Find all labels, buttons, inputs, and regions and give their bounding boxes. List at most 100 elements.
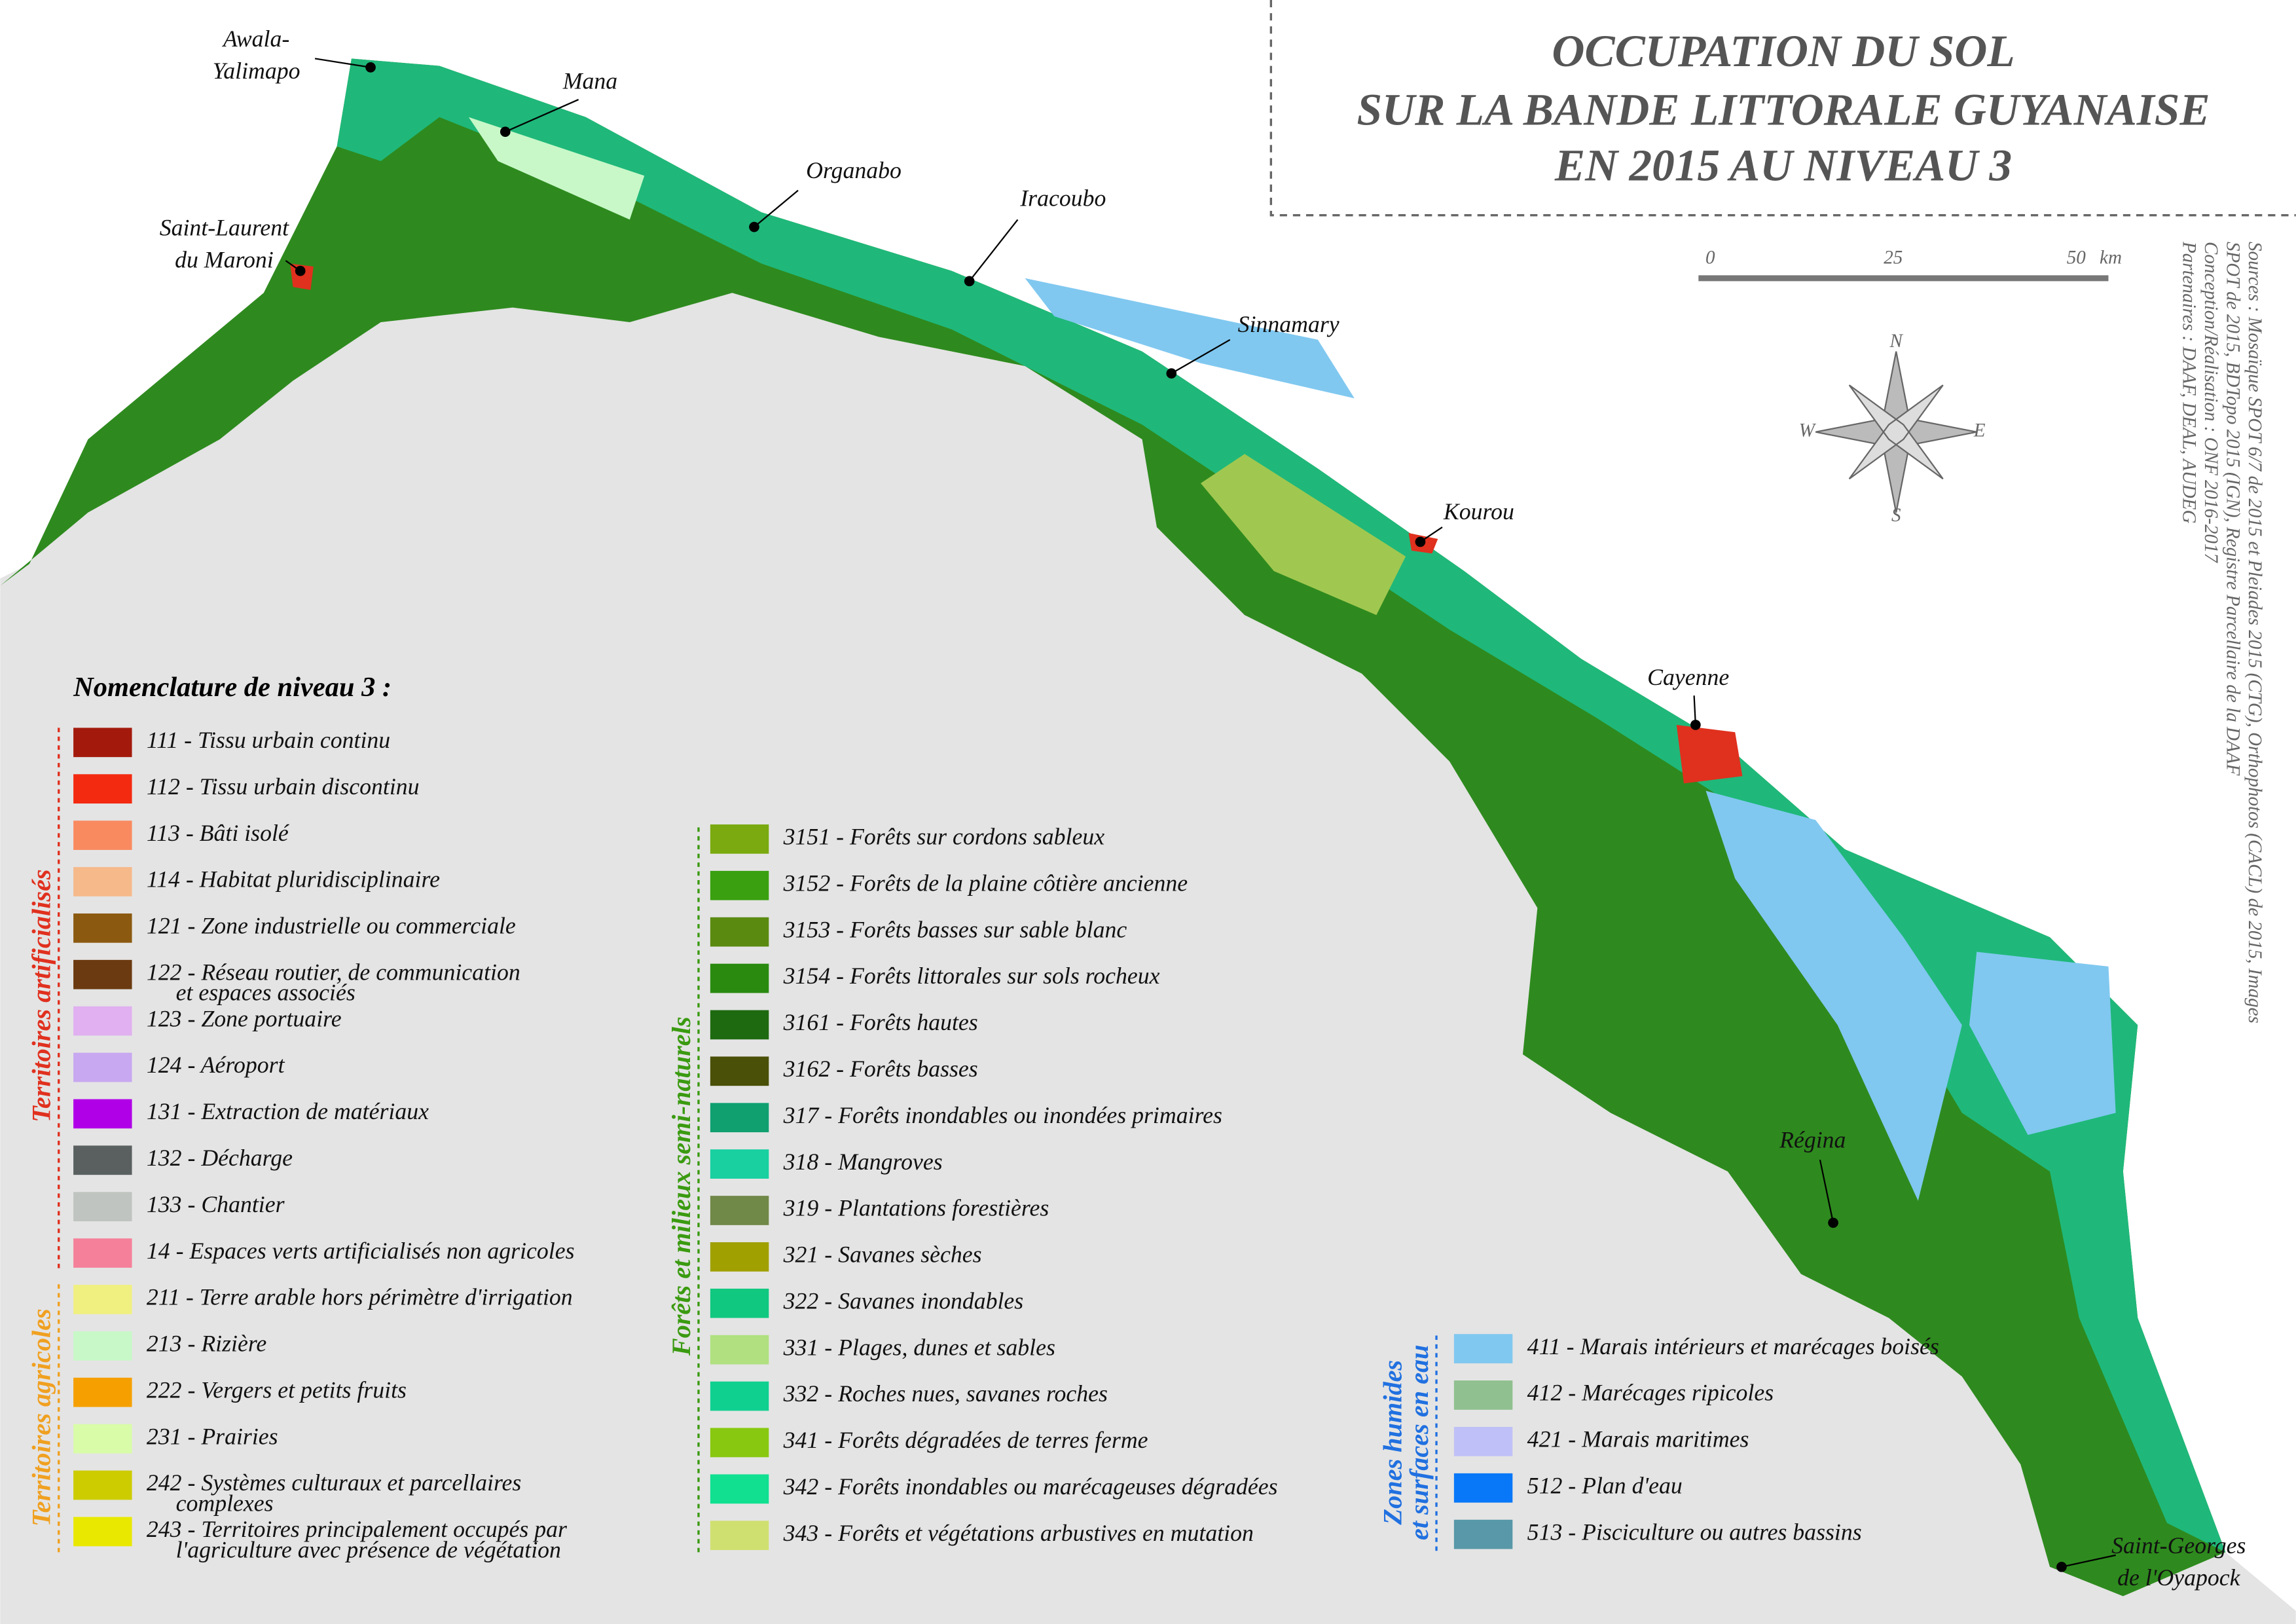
title-frame: [1269, 0, 2296, 217]
legend-swatch: [710, 917, 769, 947]
legend-label: 3152 - Forêts de la plaine côtière ancie…: [783, 870, 1188, 896]
legend-swatch: [73, 774, 132, 804]
marsh: [1969, 951, 2116, 1135]
legend-swatch: [73, 1052, 132, 1082]
title-line: EN 2015 AU NIVEAU 3: [1554, 139, 2012, 190]
compass: [1815, 351, 1977, 513]
urban: [1676, 724, 1743, 784]
compass-label: S: [1891, 505, 1901, 526]
group-label-wrap: Forêts et milieux semi-naturels: [666, 1017, 696, 1357]
town-name: Saint-Laurent: [160, 214, 289, 240]
marsh: [1705, 790, 1962, 1201]
town-dot: [964, 276, 975, 287]
legend-swatch: [710, 1288, 769, 1318]
legend-swatch: [1453, 1380, 1513, 1410]
legend-swatch: [73, 1331, 132, 1361]
legend-swatch: [73, 1006, 132, 1036]
legend-label: 319 - Plantations forestières: [783, 1195, 1049, 1221]
legend-label: 512 - Plan d'eau: [1527, 1472, 1683, 1498]
legend-label: 3161 - Forêts hautes: [783, 1009, 978, 1035]
legend-swatch: [73, 1099, 132, 1129]
town-name: Kourou: [1443, 498, 1514, 525]
legend-label: 411 - Marais intérieurs et marécages boi…: [1527, 1333, 1939, 1359]
town-name: Sinnamary: [1238, 311, 1339, 337]
legend-label: 122 - Réseau routier, de communication: [147, 959, 520, 985]
legend-label: l'agriculture avec présence de végétatio…: [176, 1536, 561, 1562]
group-label-wrap: Zones humides: [1378, 1360, 1408, 1526]
group-label-wrap: Territoires agricoles: [27, 1308, 56, 1526]
legend-title: Nomenclature de niveau 3 :: [73, 672, 392, 703]
legend-label: 332 - Roches nues, savanes roches: [783, 1380, 1108, 1407]
town-dot: [1828, 1217, 1838, 1228]
town-leader: [2061, 1554, 2116, 1568]
legend-label: 231 - Prairies: [147, 1423, 278, 1449]
legend-label: complexes: [176, 1490, 274, 1517]
land: [0, 58, 2296, 1624]
legend-swatch: [73, 1238, 132, 1268]
legend-label: 14 - Espaces verts artificialisés non ag…: [147, 1238, 575, 1264]
town-dot: [295, 265, 306, 276]
town-name: Saint-Georges: [2111, 1532, 2246, 1559]
town-name: Awala-: [222, 26, 289, 52]
town-dot: [749, 221, 759, 232]
town-leader: [754, 189, 799, 228]
legend-swatch: [710, 1428, 769, 1458]
legend-label: 421 - Marais maritimes: [1527, 1426, 1749, 1452]
legend-label: 243 - Territoires principalement occupés…: [147, 1516, 568, 1542]
source-line: Partenaires : DAAF, DEAL, AUDEG: [2179, 241, 2200, 524]
town-leader: [314, 58, 371, 68]
legend-swatch: [73, 1470, 132, 1500]
group-label: Territoires artificialisés: [27, 869, 56, 1122]
group-label: Zones humides: [1378, 1360, 1408, 1526]
town-dot: [500, 126, 511, 138]
title-line: OCCUPATION DU SOL: [1552, 26, 2014, 76]
legend-swatch: [73, 1377, 132, 1407]
legend-swatch: [710, 1010, 769, 1040]
town-leader: [968, 219, 1019, 282]
town-name: Régina: [1779, 1126, 1846, 1153]
legend-swatch: [73, 959, 132, 989]
savanna: [1201, 454, 1406, 616]
legend-label: 111 - Tissu urbain continu: [147, 727, 390, 753]
legend-label: 342 - Forêts inondables ou marécageuses …: [783, 1473, 1278, 1500]
source-line: Conception/Réalisation : ONF 2016-2017: [2200, 242, 2221, 563]
legend-label: 114 - Habitat pluridisciplinaire: [147, 866, 440, 893]
scale-label: 0: [1705, 247, 1715, 268]
legend-label: 113 - Bâti isolé: [147, 820, 290, 846]
legend-label: 331 - Plages, dunes et sables: [783, 1334, 1055, 1360]
town-dot: [1690, 720, 1701, 730]
legend-swatch: [710, 1196, 769, 1225]
legend-swatch: [73, 867, 132, 896]
legend-swatch: [710, 1335, 769, 1365]
legend-swatch: [1453, 1473, 1513, 1503]
legend-swatch: [1453, 1334, 1513, 1363]
legend-label: 3151 - Forêts sur cordons sableux: [783, 824, 1105, 850]
legend-swatch: [710, 1056, 769, 1086]
group-label-wrap: Territoires artificialisés: [27, 869, 56, 1122]
legend-swatch: [710, 824, 769, 854]
legend-swatch: [73, 1285, 132, 1314]
town-name: Iracoubo: [1019, 185, 1106, 212]
marsh: [1025, 278, 1355, 399]
legend-swatch: [73, 1145, 132, 1175]
legend-label: 112 - Tissu urbain discontinu: [147, 773, 420, 800]
legend-swatch: [710, 1381, 769, 1411]
legend-swatch: [710, 1242, 769, 1272]
legend-swatch: [1453, 1427, 1513, 1456]
legend-swatch: [710, 1474, 769, 1504]
source-line: Sources : Mosaïque SPOT 6/7 de 2015 et P…: [2244, 242, 2265, 1024]
legend-label: 321 - Savanes sèches: [783, 1242, 982, 1268]
legend-swatch: [73, 821, 132, 850]
legend-label: 131 - Extraction de matériaux: [147, 1098, 429, 1124]
scale-label: 25: [1884, 247, 1903, 268]
town-leader: [1171, 339, 1231, 375]
legend-swatch: [710, 1149, 769, 1179]
town-name: du Maroni: [175, 246, 274, 272]
group-label-wrap: et surfaces en eau: [1404, 1344, 1434, 1540]
legend-swatch: [73, 913, 132, 943]
scale-label: 50: [2067, 247, 2086, 268]
town-dot: [1415, 536, 1426, 547]
compass-label: E: [1973, 420, 1986, 441]
legend-swatch: [73, 1424, 132, 1454]
town-name: Mana: [562, 68, 617, 94]
